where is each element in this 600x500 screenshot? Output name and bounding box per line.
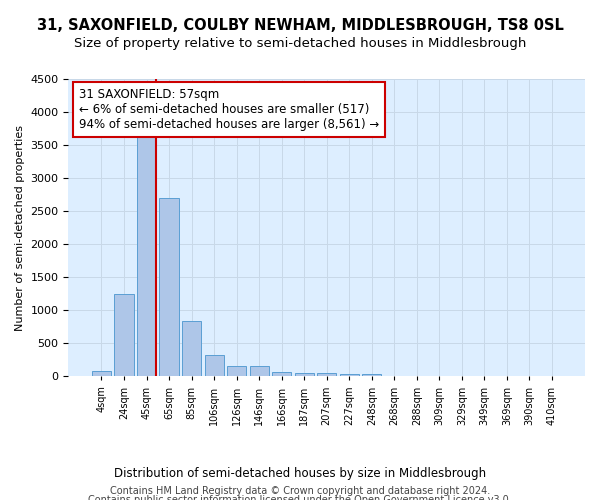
Y-axis label: Number of semi-detached properties: Number of semi-detached properties (15, 124, 25, 330)
Bar (205, 356, 224, 376)
Bar (137, 137, 156, 376)
Bar (362, 374, 382, 376)
Text: Contains HM Land Registry data © Crown copyright and database right 2024.: Contains HM Land Registry data © Crown c… (110, 486, 490, 496)
Text: Distribution of semi-detached houses by size in Middlesbrough: Distribution of semi-detached houses by … (114, 468, 486, 480)
Bar (227, 366, 246, 376)
Bar (182, 321, 201, 376)
Text: 31, SAXONFIELD, COULBY NEWHAM, MIDDLESBROUGH, TS8 0SL: 31, SAXONFIELD, COULBY NEWHAM, MIDDLESBR… (37, 18, 563, 32)
Bar (317, 373, 336, 376)
Bar (115, 294, 134, 376)
Bar (295, 372, 314, 376)
Text: Size of property relative to semi-detached houses in Middlesbrough: Size of property relative to semi-detach… (74, 38, 526, 51)
Bar (272, 372, 291, 376)
Text: 31 SAXONFIELD: 57sqm
← 6% of semi-detached houses are smaller (517)
94% of semi-: 31 SAXONFIELD: 57sqm ← 6% of semi-detach… (79, 88, 379, 131)
Text: Contains public sector information licensed under the Open Government Licence v3: Contains public sector information licen… (88, 495, 512, 500)
Bar (160, 198, 179, 376)
Bar (340, 374, 359, 376)
Bar (250, 366, 269, 376)
Bar (92, 370, 111, 376)
